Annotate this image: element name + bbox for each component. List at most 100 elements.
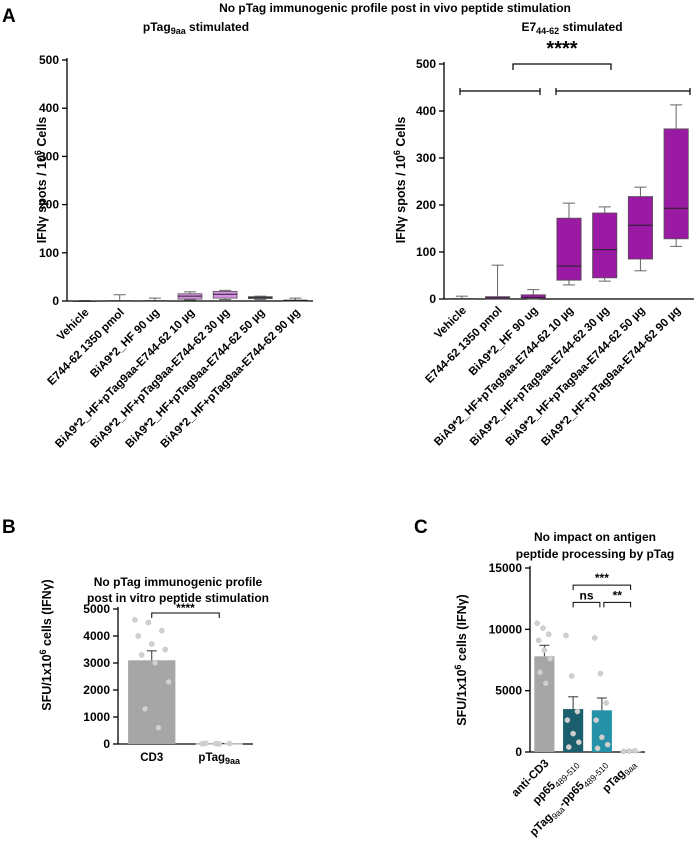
y-tick-label: 100 bbox=[416, 245, 436, 259]
data-point bbox=[604, 741, 611, 748]
y-tick-label: 500 bbox=[416, 57, 436, 71]
box-4 bbox=[177, 291, 203, 301]
data-point bbox=[535, 637, 542, 644]
bar-2 bbox=[195, 740, 243, 747]
box-5 bbox=[592, 206, 618, 282]
panel-label-a: A bbox=[2, 6, 16, 27]
box-6 bbox=[247, 295, 273, 301]
significance-label: *** bbox=[595, 571, 609, 585]
data-point bbox=[541, 647, 548, 654]
significance-label: **** bbox=[546, 38, 577, 60]
box-4 bbox=[556, 202, 582, 286]
y-tick-label: 5000 bbox=[83, 602, 110, 616]
y-tick-label: 0 bbox=[515, 745, 522, 759]
y-tick-label: 200 bbox=[416, 198, 436, 212]
data-point bbox=[152, 660, 158, 666]
data-point bbox=[542, 680, 549, 687]
significance-label: ** bbox=[613, 588, 623, 602]
bar bbox=[563, 709, 584, 752]
bar-1 bbox=[534, 620, 555, 752]
x-tick-label: CD3 bbox=[140, 752, 163, 764]
box-5 bbox=[212, 289, 238, 301]
y-tick-label: 400 bbox=[416, 104, 436, 118]
data-point bbox=[138, 652, 145, 658]
data-point bbox=[132, 616, 138, 623]
box-1 bbox=[449, 295, 475, 300]
data-point bbox=[626, 748, 633, 754]
bracket-group-left bbox=[459, 88, 541, 95]
bar-1 bbox=[128, 616, 176, 744]
significance-bracket bbox=[603, 601, 632, 608]
box-1 bbox=[72, 300, 97, 303]
y-tick-label: 4000 bbox=[83, 629, 110, 643]
chart-a-right-ylabel: IFNγ spots / 106 Cells bbox=[392, 117, 408, 244]
data-point bbox=[162, 646, 169, 653]
figure-title: No pTag immunogenic profile post in vivo… bbox=[219, 1, 571, 15]
data-point bbox=[576, 739, 582, 746]
y-tick-label: 5000 bbox=[495, 684, 522, 698]
box-2 bbox=[485, 264, 511, 300]
chart-b-title-line1: No pTag immunogenic profile bbox=[94, 575, 263, 589]
y-tick-label: 0 bbox=[52, 294, 59, 308]
data-point bbox=[534, 620, 541, 627]
data-point bbox=[226, 740, 233, 747]
data-point bbox=[599, 734, 605, 741]
chart-b-ylabel: SFU/1x106 cells (IFNγ) bbox=[38, 579, 54, 710]
chart-a-left-ylabel: IFNγ spots / 106 Cells bbox=[33, 117, 49, 244]
y-tick-label: 0 bbox=[103, 737, 110, 751]
y-tick-label: 300 bbox=[39, 149, 59, 163]
data-point bbox=[216, 741, 223, 747]
data-point bbox=[202, 740, 209, 747]
y-tick-label: 3000 bbox=[83, 656, 110, 670]
significance-label: **** bbox=[176, 601, 195, 615]
data-point bbox=[545, 631, 552, 638]
bar bbox=[128, 660, 176, 744]
data-point bbox=[159, 627, 165, 634]
data-point bbox=[565, 744, 572, 750]
y-tick-label: 500 bbox=[39, 53, 59, 67]
box-7 bbox=[663, 104, 689, 247]
panel-label-c: C bbox=[414, 517, 428, 538]
data-point bbox=[593, 717, 599, 723]
bracket-top bbox=[512, 63, 612, 70]
data-point bbox=[568, 673, 575, 679]
data-point bbox=[155, 724, 162, 731]
bar bbox=[534, 656, 555, 752]
significance-bracket bbox=[572, 584, 632, 591]
chart-a-right-title: E744-62 stimulated bbox=[521, 20, 622, 36]
box-iqr bbox=[627, 196, 653, 260]
chart-c: 050001000015000anti-CD3pp65489-510pTag9a… bbox=[489, 561, 645, 839]
x-tick-label: pTag9aa bbox=[198, 752, 241, 766]
box-iqr bbox=[520, 294, 546, 299]
box-iqr bbox=[556, 217, 582, 281]
data-point bbox=[547, 655, 553, 662]
significance-bracket: **** bbox=[459, 38, 691, 95]
data-point bbox=[148, 641, 155, 647]
box-3 bbox=[142, 297, 168, 302]
data-point bbox=[594, 745, 601, 752]
bar-2 bbox=[563, 632, 584, 752]
y-tick-label: 0 bbox=[429, 292, 436, 306]
y-tick-label: 10000 bbox=[489, 622, 523, 636]
box-iqr bbox=[663, 128, 689, 240]
data-point bbox=[145, 619, 152, 626]
x-tick-label: pTag9aa bbox=[600, 757, 639, 796]
data-point bbox=[540, 625, 546, 631]
x-tick-label: Vehicle bbox=[432, 305, 469, 342]
box-2 bbox=[107, 294, 133, 302]
data-point bbox=[574, 708, 581, 715]
chart-a-left-title: pTag9aa stimulated bbox=[143, 20, 249, 36]
y-tick-label: 300 bbox=[416, 151, 436, 165]
y-tick-label: 1000 bbox=[83, 710, 110, 724]
box-6 bbox=[627, 186, 653, 272]
box-iqr bbox=[592, 212, 618, 279]
box-7 bbox=[283, 297, 308, 302]
y-tick-label: 100 bbox=[39, 246, 59, 260]
data-point bbox=[165, 679, 172, 685]
data-point bbox=[570, 730, 576, 737]
panel-label-b: B bbox=[2, 517, 16, 538]
data-point bbox=[142, 706, 148, 712]
